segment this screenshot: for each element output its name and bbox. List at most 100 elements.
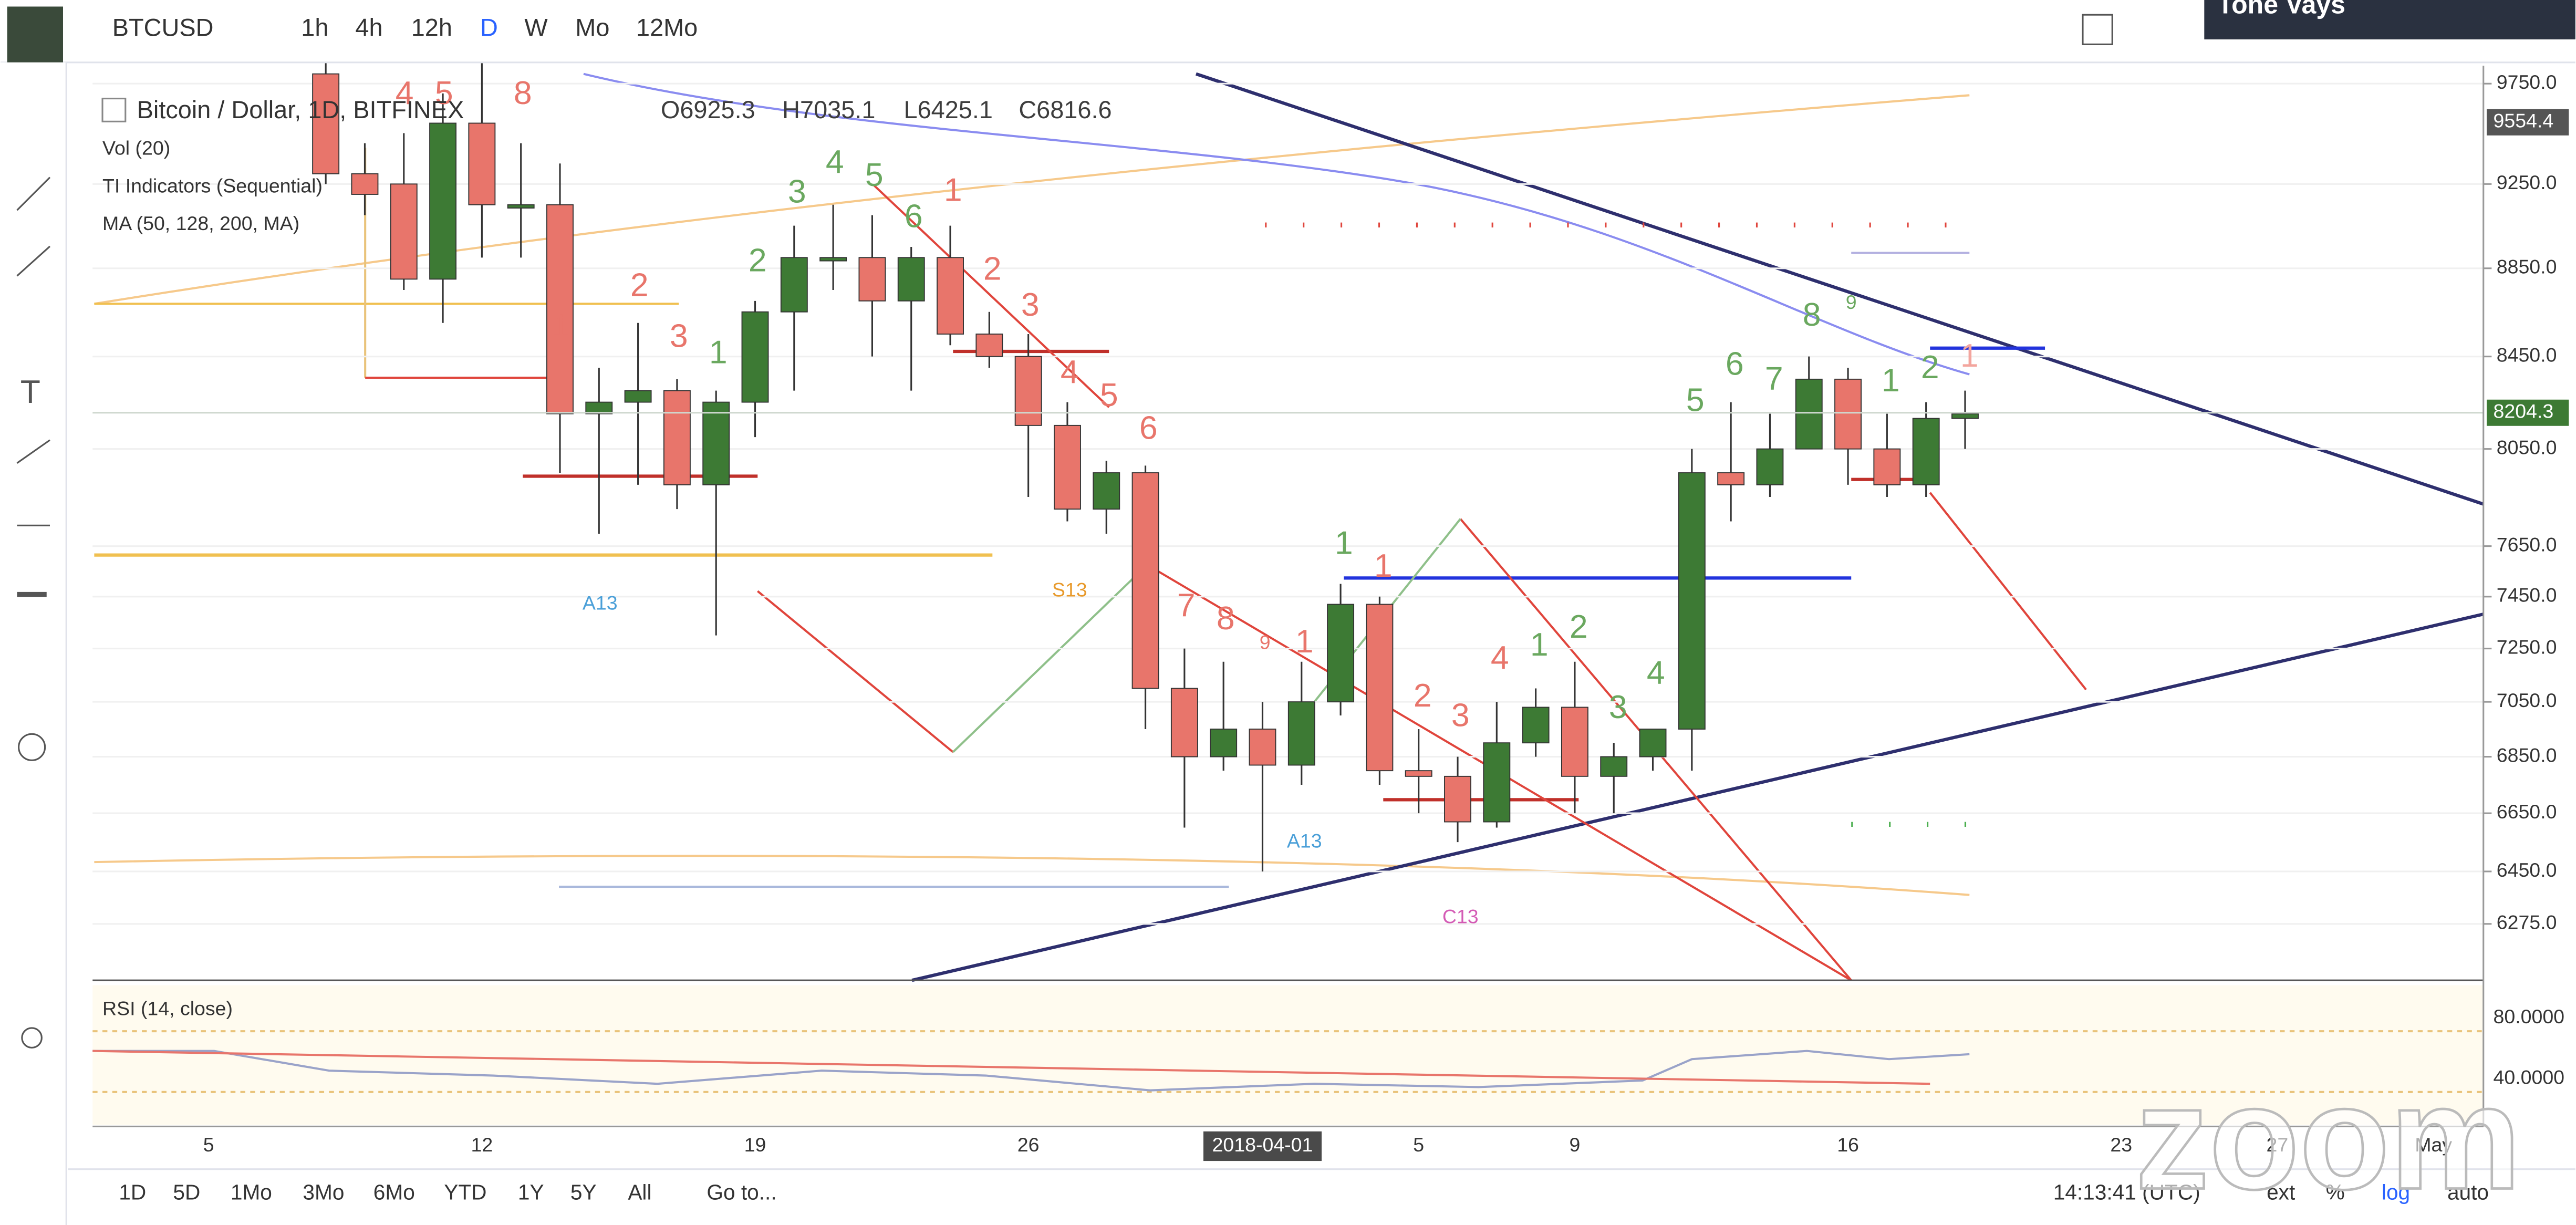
range-button[interactable]: 6Mo — [373, 1180, 415, 1204]
candle-body — [1366, 604, 1394, 772]
sequential-label: 3 — [788, 173, 806, 210]
ohlc-value: H7035.1 — [782, 96, 875, 123]
x-tick-label: 27 — [2267, 1134, 2289, 1156]
candle-body — [546, 204, 574, 414]
sequential-label: 1 — [709, 334, 728, 371]
sequential-label: 3 — [1609, 689, 1627, 725]
sequential-label: 3 — [670, 317, 688, 354]
x-tick-label: May — [2415, 1134, 2452, 1156]
tool-icon[interactable] — [16, 245, 51, 277]
rsi-line — [92, 1050, 1970, 1092]
range-button[interactable]: 3Mo — [303, 1180, 344, 1204]
candle-body — [1600, 756, 1628, 777]
price-mark-label: 9554.4 — [2493, 110, 2553, 132]
range-button[interactable]: YTD — [444, 1180, 486, 1204]
sequential-label: 8 — [1217, 600, 1235, 637]
drawings — [92, 72, 2484, 1125]
price-mark-label: 8204.3 — [2493, 400, 2553, 422]
sequential-label: 1 — [1295, 623, 1314, 660]
candle-body — [858, 257, 886, 302]
ohlc-value: C6816.6 — [1019, 96, 1112, 123]
candle-body — [897, 257, 925, 302]
interval[interactable]: D — [480, 14, 498, 41]
y-tick-label: 8050.0 — [2497, 437, 2557, 459]
candle-body — [1834, 378, 1862, 450]
tool-icon[interactable] — [16, 177, 51, 211]
arrow — [873, 184, 1110, 408]
sequential-label: C13 — [1442, 905, 1479, 927]
candle-body — [780, 257, 808, 313]
option[interactable]: ext — [2267, 1180, 2295, 1204]
intervals: 1h 4h 12h D W Mo 12Mo — [301, 14, 698, 41]
indicator: Vol (20) — [102, 137, 170, 159]
interval[interactable]: 12h — [411, 14, 452, 41]
sequential-label: 4 — [1647, 654, 1665, 691]
candle-body — [1093, 472, 1120, 510]
indicator: TI Indicators (Sequential) — [102, 174, 323, 196]
rsi-band — [92, 985, 2484, 1125]
top-toolbar — [1, 0, 2575, 63]
range-button[interactable]: 5D — [173, 1180, 200, 1204]
x-tick-label: 2018-04-01 — [1212, 1134, 1313, 1156]
plot: 9750.0 9250.0 8850.0 8450.0 8050.0 7650.0 7450… — [92, 45, 2569, 1161]
option[interactable]: auto — [2447, 1180, 2489, 1204]
candle-body — [1678, 472, 1706, 730]
option[interactable]: log — [2382, 1180, 2410, 1204]
interval[interactable]: W — [524, 14, 548, 41]
range-button[interactable]: 5Y — [570, 1180, 597, 1204]
tool-icon[interactable] — [18, 733, 46, 761]
candle-body — [1717, 472, 1745, 485]
candle-body — [741, 311, 769, 403]
sequential-label: 1 — [1374, 547, 1393, 584]
tool-icon[interactable] — [16, 439, 50, 464]
option[interactable]: % — [2326, 1180, 2345, 1204]
ma-line — [583, 72, 1970, 376]
trend-line — [911, 612, 2484, 982]
range-button[interactable]: 1D — [119, 1180, 146, 1204]
y-tick-label: 6850.0 — [2497, 744, 2557, 766]
sequential-label: 5 — [865, 157, 884, 193]
candle-body — [351, 173, 379, 195]
x-tick-label: 26 — [1017, 1134, 1040, 1156]
sequential-label: 9 — [1260, 631, 1271, 653]
tool-icon[interactable]: T — [20, 373, 40, 410]
range-button[interactable]: All — [628, 1180, 651, 1204]
ohlc-value: O6925.3 — [661, 96, 755, 123]
sequential-label: 7 — [1177, 587, 1196, 624]
candle-body — [507, 204, 535, 209]
arrow — [757, 590, 954, 753]
sequential-label: 1 — [552, 308, 570, 345]
interval[interactable]: Mo — [575, 14, 609, 41]
sequential-label: 1 — [1882, 362, 1900, 399]
range-button[interactable]: 1Mo — [231, 1180, 272, 1204]
interval[interactable]: 4h — [355, 14, 382, 41]
candle-body — [1522, 707, 1550, 744]
candle-body — [312, 73, 340, 174]
y-tick-label: 8450.0 — [2497, 344, 2557, 366]
candle-body — [1405, 770, 1432, 777]
rsi-tick: 80.0000 — [2493, 1005, 2564, 1027]
candle-body — [1131, 472, 1159, 689]
candle-body — [1444, 775, 1471, 823]
range-button[interactable]: Go to... — [707, 1180, 776, 1204]
sequential-label: 2 — [983, 250, 1002, 287]
range-button[interactable]: 1Y — [518, 1180, 544, 1204]
candle-body — [702, 401, 730, 485]
candle-body — [1170, 688, 1198, 757]
tool-icon[interactable] — [21, 1027, 43, 1048]
interval[interactable]: 1h — [301, 14, 328, 41]
symbol[interactable]: BTCUSD — [112, 14, 214, 41]
candle-body — [1249, 729, 1276, 766]
interval[interactable]: 12Mo — [636, 14, 698, 41]
sequential-label: 6 — [1726, 346, 1744, 382]
y-tick-label: 6650.0 — [2497, 801, 2557, 823]
ohlc-value: L6425.1 — [904, 96, 993, 123]
collapse[interactable] — [101, 97, 127, 122]
rsi-title: RSI (14, close) — [102, 997, 233, 1019]
icon[interactable] — [2082, 14, 2113, 45]
legend-title: Bitcoin / Dollar, 1D, BITFINEX — [137, 96, 464, 123]
options: ext% log auto — [2267, 1180, 2489, 1204]
sequential-label: S13 — [1052, 578, 1087, 600]
avatar[interactable] — [7, 6, 63, 63]
